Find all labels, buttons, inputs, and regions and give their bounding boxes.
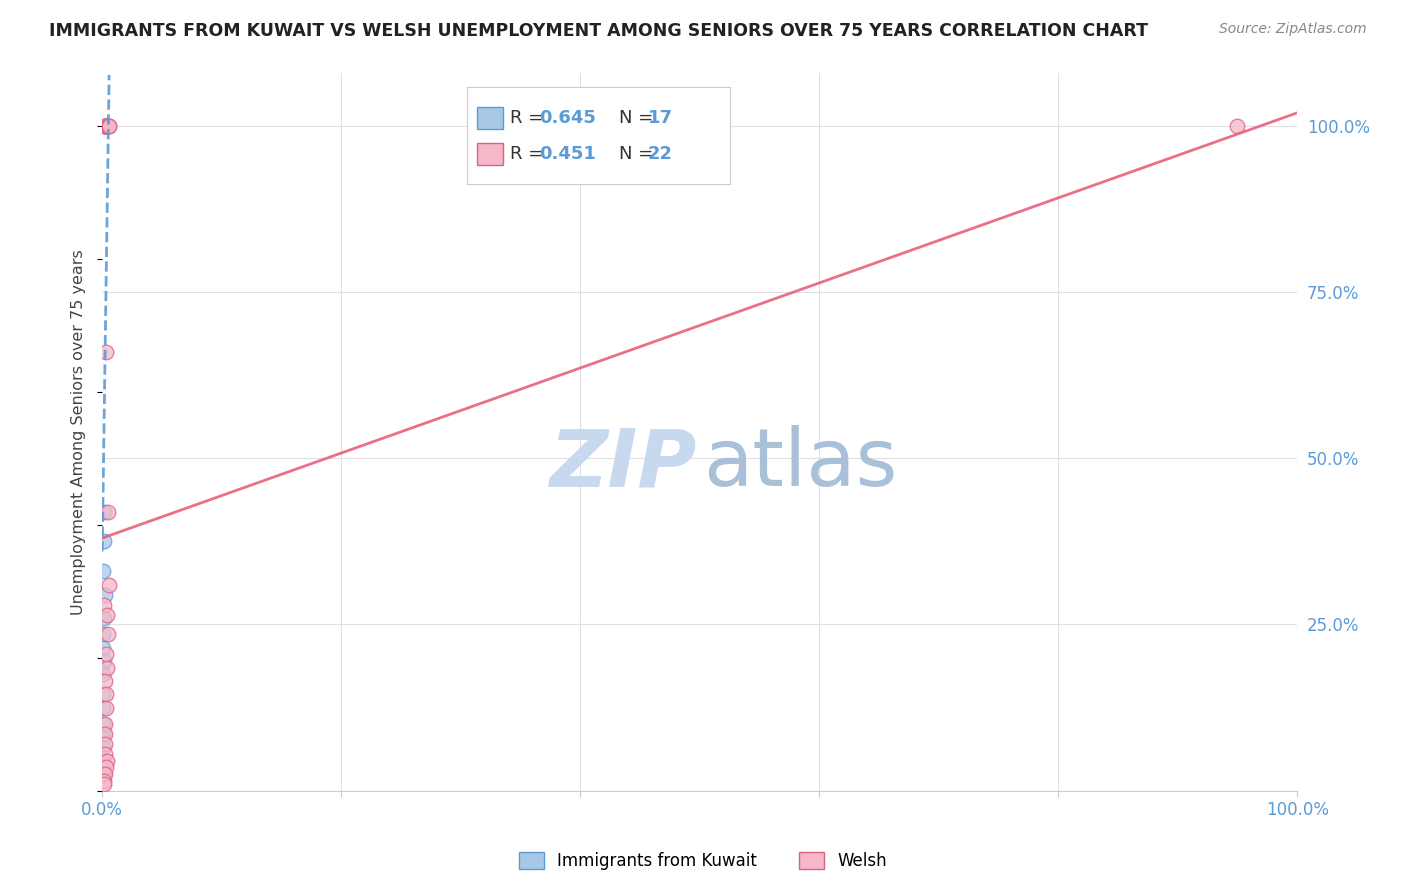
Point xyxy=(93,598,115,612)
Point xyxy=(93,667,115,681)
Y-axis label: Unemployment Among Seniors over 75 years: Unemployment Among Seniors over 75 years xyxy=(72,249,86,615)
Point xyxy=(94,648,117,662)
Point xyxy=(93,654,115,668)
Point xyxy=(93,534,115,549)
Text: IMMIGRANTS FROM KUWAIT VS WELSH UNEMPLOYMENT AMONG SENIORS OVER 75 YEARS CORRELA: IMMIGRANTS FROM KUWAIT VS WELSH UNEMPLOY… xyxy=(49,22,1149,40)
Point xyxy=(96,687,118,701)
Point xyxy=(96,661,118,675)
Point xyxy=(93,773,115,788)
Legend: Immigrants from Kuwait, Welsh: Immigrants from Kuwait, Welsh xyxy=(512,845,894,877)
Point xyxy=(96,119,118,133)
Point xyxy=(91,640,114,655)
Point xyxy=(97,627,120,641)
Point xyxy=(94,119,117,133)
Point xyxy=(93,504,115,518)
Point xyxy=(94,673,117,688)
Point xyxy=(93,767,115,781)
Point xyxy=(91,727,114,741)
Point xyxy=(96,754,118,768)
Point xyxy=(93,627,115,641)
Point xyxy=(94,700,117,714)
Point xyxy=(91,700,114,714)
Point xyxy=(94,588,117,602)
Point xyxy=(96,607,118,622)
Point xyxy=(91,565,114,579)
Point xyxy=(1226,119,1249,133)
Point xyxy=(93,777,115,791)
Point xyxy=(91,687,114,701)
Point xyxy=(97,119,120,133)
Point xyxy=(93,119,115,133)
Point xyxy=(94,119,117,133)
Point xyxy=(96,119,118,133)
Point xyxy=(97,577,120,591)
Point xyxy=(94,717,117,731)
Point xyxy=(93,611,115,625)
Text: atlas: atlas xyxy=(703,425,897,503)
Point xyxy=(96,119,118,133)
Point xyxy=(97,119,120,133)
Point xyxy=(94,119,117,133)
Point xyxy=(93,727,115,741)
Text: Source: ZipAtlas.com: Source: ZipAtlas.com xyxy=(1219,22,1367,37)
Point xyxy=(94,119,117,133)
Text: ZIP: ZIP xyxy=(548,425,696,503)
Point xyxy=(94,345,117,359)
Point xyxy=(93,737,115,751)
Point xyxy=(97,504,120,518)
Point xyxy=(94,747,117,761)
Point xyxy=(98,119,121,133)
Point xyxy=(93,717,115,731)
Point xyxy=(94,760,117,774)
Point xyxy=(94,767,117,781)
Point xyxy=(91,754,114,768)
Point xyxy=(97,119,120,133)
Point xyxy=(91,740,114,755)
